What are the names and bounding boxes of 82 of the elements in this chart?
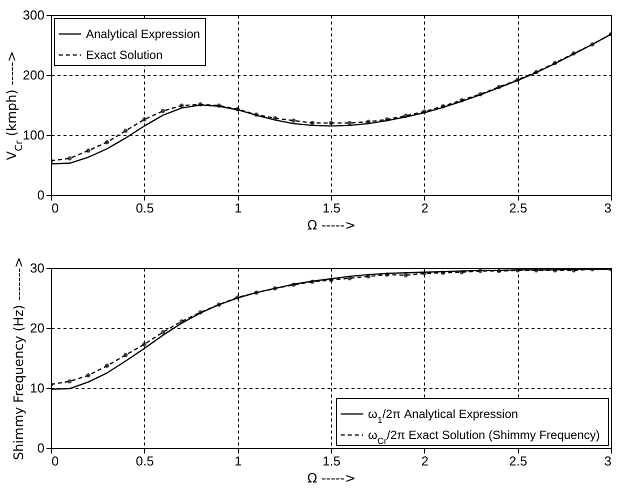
- point: [460, 98, 464, 102]
- x-tick-label: 3: [604, 454, 612, 468]
- point: [404, 114, 408, 118]
- point: [160, 108, 166, 114]
- point: [180, 319, 184, 324]
- x-tick-label: 0.5: [136, 200, 154, 216]
- legend-label: ω$_{1}$/2π Analytical Expression: [368, 407, 518, 425]
- point: [124, 128, 128, 133]
- point: [104, 140, 110, 144]
- x-axis-title: Ω ----->: [307, 218, 356, 234]
- point: [478, 92, 482, 96]
- point: [366, 274, 370, 279]
- x-tick-label: 1.5: [322, 454, 341, 468]
- x-tick-label: 2: [421, 200, 428, 216]
- point: [310, 280, 314, 284]
- y-axis-title: Shimmy Frequency (Hz) ------->: [12, 256, 28, 460]
- y-tick-label: 10: [30, 380, 44, 396]
- point: [440, 270, 446, 275]
- point: [534, 70, 538, 74]
- point: [328, 278, 334, 282]
- point: [86, 373, 90, 378]
- x-tick-label: 1: [234, 454, 242, 468]
- point: [366, 120, 370, 124]
- point: [142, 342, 146, 346]
- point: [86, 148, 90, 153]
- point: [348, 120, 352, 126]
- x-axis-title: Ω ----->: [307, 472, 356, 486]
- x-tick-label: 2.5: [509, 200, 528, 216]
- point: [310, 120, 314, 126]
- y-tick-label: 200: [22, 68, 44, 82]
- point: [348, 276, 352, 280]
- point: [142, 117, 146, 122]
- point: [198, 102, 202, 107]
- point: [198, 310, 202, 315]
- point: [384, 117, 390, 122]
- point: [254, 290, 258, 295]
- point: [216, 302, 222, 307]
- point: [516, 78, 520, 82]
- y-tick-label: 300: [22, 8, 44, 22]
- point: [124, 352, 128, 358]
- y-tick-label: 0: [37, 440, 44, 456]
- y-tick-label: 20: [30, 320, 44, 336]
- point: [104, 364, 110, 368]
- point: [440, 104, 446, 108]
- point: [478, 268, 482, 274]
- point: [404, 273, 408, 278]
- point: [272, 116, 278, 120]
- x-tick-label: 2.5: [509, 454, 528, 468]
- x-tick-label: 2: [421, 454, 428, 468]
- point: [272, 286, 278, 291]
- point: [460, 270, 464, 274]
- point: [422, 109, 426, 114]
- legend-label: ω$_{Cr}$/2π Exact Solution (Shimmy Frequency): [368, 428, 600, 446]
- point: [292, 118, 296, 123]
- point: [496, 84, 502, 90]
- point: [68, 156, 72, 161]
- point: [216, 103, 222, 108]
- point: [590, 42, 594, 47]
- x-tick-label: 1: [234, 200, 242, 216]
- legend-label: Analytical Expression: [86, 27, 200, 41]
- point: [422, 271, 426, 276]
- x-tick-label: 0: [52, 200, 59, 216]
- point: [180, 103, 184, 108]
- y-tick-label: 30: [30, 260, 44, 276]
- point: [328, 120, 334, 126]
- point: [384, 272, 390, 277]
- point: [160, 330, 166, 334]
- point: [292, 282, 296, 287]
- x-tick-label: 1.5: [322, 200, 341, 216]
- point: [552, 60, 558, 66]
- x-tick-label: 0.5: [136, 454, 154, 468]
- y-tick-label: 0: [37, 188, 44, 202]
- x-tick-label: 0: [52, 454, 59, 468]
- x-tick-label: 3: [604, 200, 612, 216]
- point: [254, 112, 258, 117]
- point: [496, 268, 502, 274]
- legend-label: Exact Solution: [86, 48, 163, 62]
- point: [68, 379, 72, 384]
- point: [236, 295, 240, 300]
- point: [572, 51, 576, 56]
- point: [236, 107, 240, 112]
- y-tick-label: 100: [22, 128, 44, 142]
